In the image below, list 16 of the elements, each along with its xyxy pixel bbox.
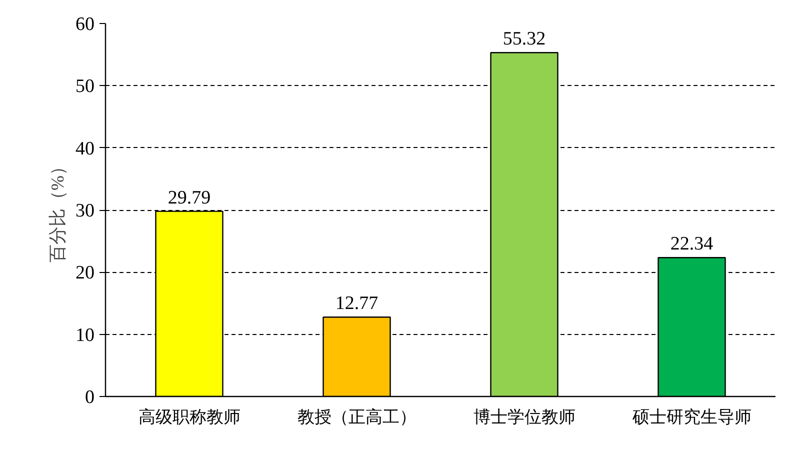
- y-tick-label: 20: [76, 262, 94, 284]
- y-tick-label: 60: [76, 14, 94, 35]
- y-tick-label: 30: [76, 200, 94, 222]
- x-tick-label: 硕士研究生导师: [631, 408, 752, 426]
- data-label: 29.79: [168, 187, 211, 208]
- data-label: 22.34: [670, 234, 714, 255]
- y-tick-label: 40: [76, 138, 94, 160]
- data-label: 55.32: [502, 28, 546, 50]
- x-tick-label: 高级职称教师: [138, 408, 240, 426]
- x-tick-label: 教授（正高工）: [297, 408, 416, 426]
- y-axis-title: 百分比（%）: [48, 157, 68, 262]
- data-label: 12.77: [335, 293, 378, 314]
- x-tick-label: 博士学位教师: [473, 408, 576, 426]
- y-tick-label: 0: [85, 387, 94, 408]
- y-tick-label: 10: [76, 324, 94, 346]
- y-tick-label: 50: [76, 76, 94, 98]
